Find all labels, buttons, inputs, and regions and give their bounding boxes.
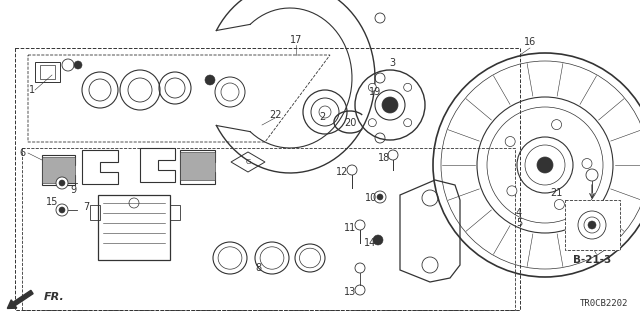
Bar: [35, 62, 60, 82]
Text: 11: 11: [344, 223, 356, 233]
Circle shape: [355, 263, 365, 273]
Text: 8: 8: [255, 263, 261, 273]
Circle shape: [377, 194, 383, 200]
Circle shape: [59, 207, 65, 213]
Text: 7: 7: [83, 202, 89, 212]
Ellipse shape: [295, 244, 325, 272]
Bar: [98, 195, 170, 260]
Text: TR0CB2202: TR0CB2202: [580, 299, 628, 308]
Text: 14: 14: [364, 238, 376, 248]
Text: G: G: [245, 159, 251, 165]
Text: 17: 17: [290, 35, 302, 45]
Text: 5: 5: [516, 218, 522, 228]
Circle shape: [582, 158, 592, 169]
Text: 4: 4: [516, 208, 522, 218]
Bar: [180, 152, 215, 180]
Text: 15: 15: [46, 197, 58, 207]
Text: 22: 22: [269, 110, 281, 120]
Bar: [40, 65, 55, 79]
Circle shape: [205, 75, 215, 85]
Circle shape: [374, 191, 386, 203]
Circle shape: [74, 61, 82, 69]
Circle shape: [369, 83, 376, 91]
Ellipse shape: [255, 242, 289, 274]
Text: 2: 2: [319, 112, 325, 122]
Bar: [170, 205, 180, 220]
Circle shape: [369, 119, 376, 127]
Text: 21: 21: [550, 188, 562, 198]
Ellipse shape: [213, 242, 247, 274]
Circle shape: [56, 177, 68, 189]
Text: 19: 19: [369, 87, 381, 97]
Bar: [42, 157, 75, 183]
Circle shape: [347, 165, 357, 175]
Bar: [90, 205, 100, 220]
Circle shape: [505, 137, 515, 147]
Circle shape: [537, 157, 553, 173]
Circle shape: [507, 186, 517, 196]
Text: FR.: FR.: [44, 292, 65, 302]
Circle shape: [56, 204, 68, 216]
Circle shape: [554, 199, 564, 210]
Circle shape: [404, 119, 412, 127]
Text: 9: 9: [70, 185, 76, 195]
Circle shape: [388, 150, 398, 160]
Circle shape: [59, 180, 65, 186]
Text: B-21-3: B-21-3: [573, 255, 611, 265]
Text: 6: 6: [19, 148, 25, 158]
Circle shape: [404, 83, 412, 91]
Text: 12: 12: [336, 167, 348, 177]
Circle shape: [355, 220, 365, 230]
Text: 1: 1: [29, 85, 35, 95]
Circle shape: [588, 221, 596, 229]
FancyArrow shape: [7, 290, 33, 308]
Text: 3: 3: [389, 58, 395, 68]
Circle shape: [382, 97, 398, 113]
Circle shape: [373, 235, 383, 245]
Text: 10: 10: [365, 193, 377, 203]
Text: 20: 20: [344, 118, 356, 128]
Text: 16: 16: [524, 37, 536, 47]
Text: 18: 18: [378, 153, 390, 163]
Text: 13: 13: [344, 287, 356, 297]
Circle shape: [552, 120, 561, 130]
Bar: [565, 200, 620, 250]
